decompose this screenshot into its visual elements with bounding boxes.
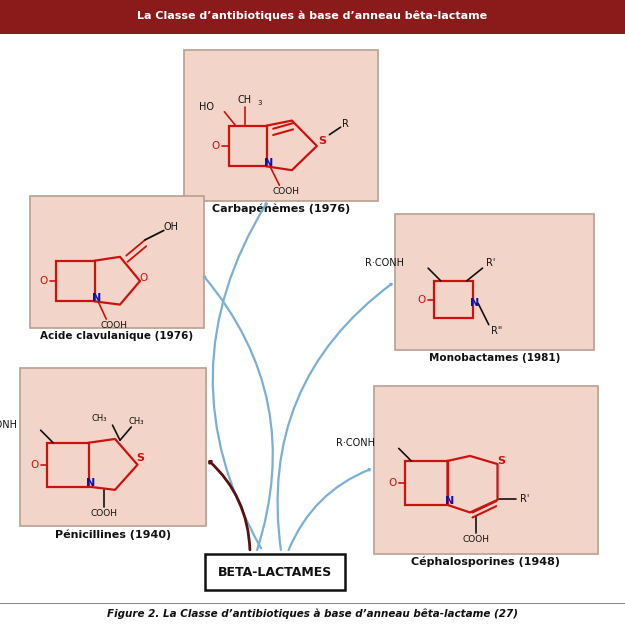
Text: R: R — [342, 119, 349, 129]
Text: O: O — [388, 478, 397, 488]
Text: R·CONH: R·CONH — [0, 420, 17, 430]
Bar — [205, 554, 345, 590]
Text: Céphalosporines (1948): Céphalosporines (1948) — [411, 557, 560, 567]
Bar — [229, 126, 267, 166]
Bar — [56, 261, 95, 301]
Text: R': R' — [486, 258, 496, 268]
Text: HO: HO — [199, 102, 214, 112]
Text: 3: 3 — [257, 100, 262, 106]
Text: O: O — [211, 141, 220, 151]
Text: CH₃: CH₃ — [129, 417, 144, 426]
Text: N: N — [445, 496, 454, 506]
Text: R": R" — [491, 326, 502, 336]
Bar — [47, 443, 89, 487]
Text: COOH: COOH — [272, 187, 299, 196]
Text: COOH: COOH — [462, 535, 489, 544]
Text: R': R' — [520, 494, 530, 504]
Text: Monobactames (1981): Monobactames (1981) — [429, 353, 560, 363]
Bar — [30, 196, 204, 328]
Text: N: N — [471, 298, 479, 308]
Bar — [0, 603, 625, 604]
Text: Carbapénèmes (1976): Carbapénèmes (1976) — [212, 203, 351, 214]
Text: Pénicillines (1940): Pénicillines (1940) — [55, 530, 171, 540]
Text: S: S — [498, 456, 505, 466]
Bar — [395, 214, 594, 350]
Text: O: O — [139, 273, 148, 283]
Text: N: N — [86, 478, 95, 488]
Bar — [374, 386, 598, 554]
Text: Figure 2. La Classe d’antibiotiques à base d’anneau bêta-lactame (27): Figure 2. La Classe d’antibiotiques à ba… — [107, 609, 518, 619]
Text: S: S — [136, 453, 144, 463]
Text: BETA-LACTAMES: BETA-LACTAMES — [218, 566, 332, 578]
Text: CH₃: CH₃ — [92, 414, 108, 423]
Text: La Classe d’antibiotiques à base d’anneau bêta-lactame: La Classe d’antibiotiques à base d’annea… — [138, 11, 488, 21]
Text: S: S — [318, 136, 326, 146]
Text: R·CONH: R·CONH — [366, 258, 404, 268]
Text: O: O — [30, 460, 39, 470]
Text: COOH: COOH — [100, 321, 127, 330]
Text: O: O — [39, 276, 48, 286]
Text: R·CONH: R·CONH — [336, 438, 375, 448]
Text: OH: OH — [164, 222, 179, 232]
Text: N: N — [92, 293, 101, 303]
Text: N: N — [264, 158, 273, 168]
Bar — [434, 281, 473, 318]
Bar — [405, 461, 448, 505]
Text: CH: CH — [238, 95, 252, 106]
Bar — [0, 0, 625, 31]
Text: O: O — [418, 295, 426, 305]
Bar — [184, 50, 378, 201]
Text: COOH: COOH — [91, 509, 118, 517]
Bar — [0, 31, 625, 34]
Text: Acide clavulanique (1976): Acide clavulanique (1976) — [40, 331, 194, 341]
Bar — [20, 368, 206, 526]
